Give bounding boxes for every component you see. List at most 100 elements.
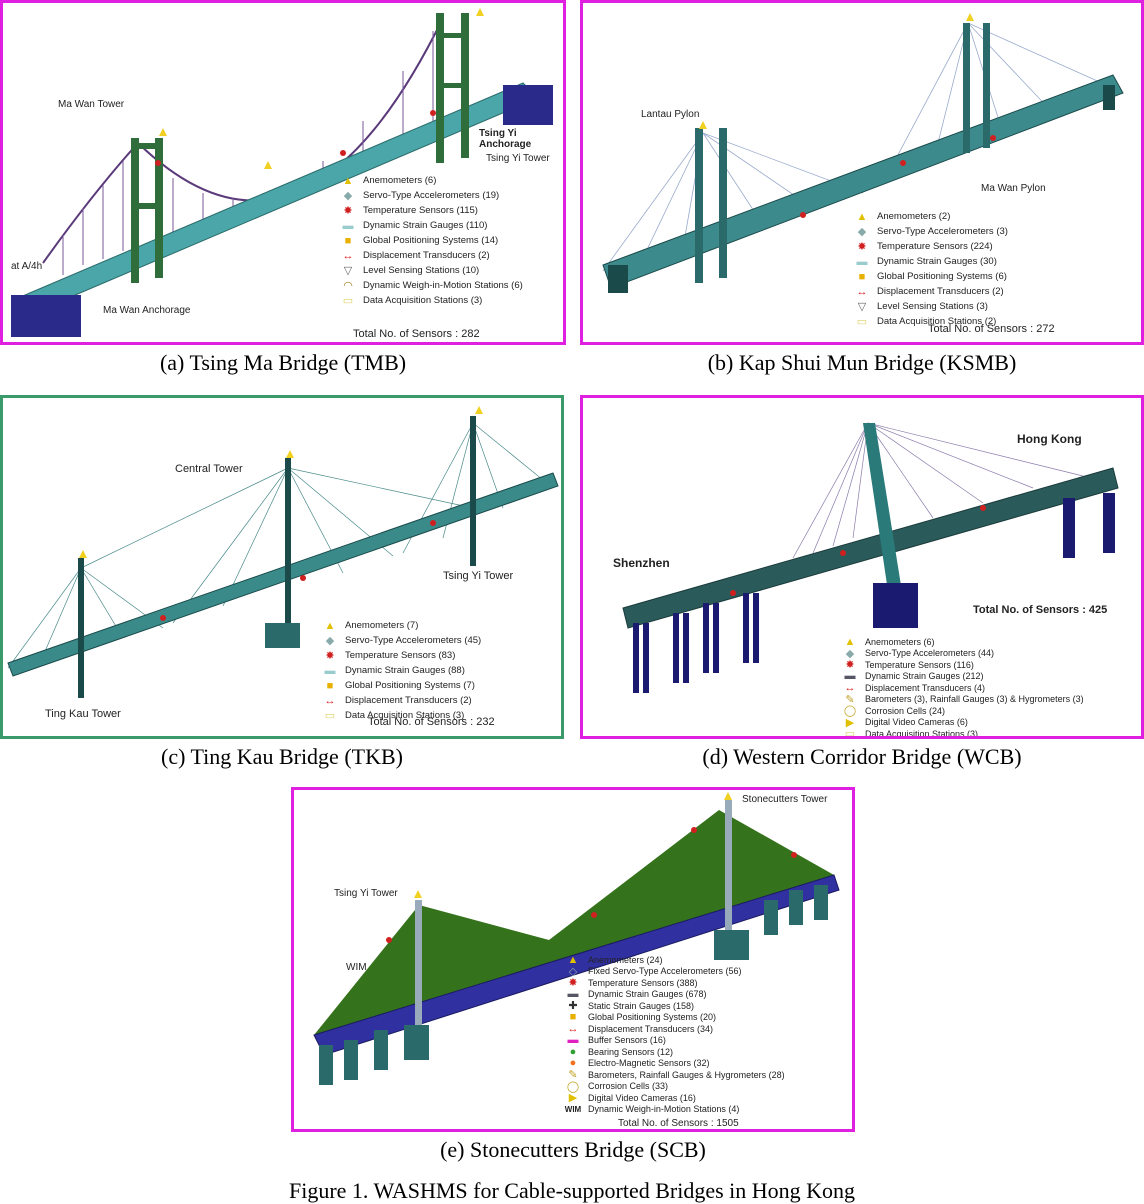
kap-shui-mun-illustration bbox=[602, 13, 1124, 293]
label-left-anchor-tag: at A/4h bbox=[11, 261, 43, 272]
strain-gauge-icon: ▬ bbox=[324, 664, 336, 677]
panel-stonecutters: Stonecutters Tower Tsing Yi Tower WIM ▲ A… bbox=[291, 787, 855, 1132]
label-wim: WIM bbox=[346, 962, 367, 973]
legend-item-wim: WIM Dynamic Weigh-in-Motion Stations (4) bbox=[564, 1104, 740, 1115]
label-ma-wan-tower: Ma Wan Tower bbox=[58, 99, 125, 110]
legend-item-electro-magnetic: ● Electro-Magnetic Sensors (32) bbox=[564, 1057, 785, 1069]
legend-item-temperature: ✸ Temperature Sensors (116) bbox=[841, 659, 1084, 671]
legend-item-displacement: ↔ Displacement Transducers (2) bbox=[321, 693, 481, 708]
caption-e: (e) Stonecutters Bridge (SCB) bbox=[440, 1137, 706, 1162]
gps-icon: ■ bbox=[344, 234, 352, 247]
legend-item-temperature: ✸ Temperature Sensors (388) bbox=[564, 977, 785, 989]
panel-ting-kau: Central Tower Tsing Yi Tower Ting Kau To… bbox=[0, 395, 564, 739]
barometer-icon: ✎ bbox=[568, 1069, 578, 1082]
legend-item-accelerometers: ◆ Servo-Type Accelerometers (44) bbox=[841, 648, 1084, 660]
total-sensors-tmb: Total No. of Sensors : 282 bbox=[353, 328, 480, 340]
legend-item-corrosion: ◯ Corrosion Cells (24) bbox=[841, 705, 1084, 717]
temperature-sensor-icon: ✸ bbox=[845, 659, 855, 672]
label-stonecutters-tower: Stonecutters Tower bbox=[742, 794, 828, 805]
legend-item-displacement: ↔ Displacement Transducers (2) bbox=[339, 248, 523, 263]
total-sensors-wcb: Total No. of Sensors : 425 bbox=[973, 604, 1108, 616]
caption-d: (d) Western Corridor Bridge (WCB) bbox=[702, 744, 1022, 769]
legend-item-barometers: ✎ Barometers, Rainfall Gauges & Hygromete… bbox=[564, 1069, 784, 1082]
strain-gauge-icon: ▬ bbox=[567, 988, 579, 1001]
legend-tkb: ▲ Anemometers (7) ◆ Servo-Type Acceleromet… bbox=[321, 618, 482, 723]
gps-icon: ■ bbox=[569, 1011, 577, 1024]
label-ma-wan-anchorage: Ma Wan Anchorage bbox=[103, 305, 191, 316]
daq-station-icon: ▭ bbox=[324, 710, 336, 722]
daq-station-icon: ▭ bbox=[856, 316, 868, 328]
legend-item-temperature: ✸ Temperature Sensors (83) bbox=[321, 648, 481, 663]
label-lantau-pylon: Lantau Pylon bbox=[641, 109, 700, 120]
legend-item-daq: ▭ Data Acquisition Stations (3) bbox=[321, 708, 481, 723]
legend-scb: ▲ Anemometers (24) ◇ Fixed Servo-Type Acce… bbox=[564, 954, 785, 1115]
gps-icon: ■ bbox=[326, 679, 334, 692]
strain-gauge-icon: ▬ bbox=[342, 219, 354, 232]
legend-item-displacement: ↔ Displacement Transducers (34) bbox=[564, 1023, 785, 1035]
legend-item-anemometers: ▲ Anemometers (2) bbox=[853, 209, 1008, 224]
legend-item-level-sensing: ▽ Level Sensing Stations (3) bbox=[853, 299, 1008, 314]
buffer-sensor-icon: ▬ bbox=[567, 1034, 579, 1047]
anemometer-icon: ▲ bbox=[342, 174, 354, 187]
legend-item-anemometers: ▲ Anemometers (6) bbox=[339, 173, 523, 188]
temperature-sensor-icon: ✸ bbox=[857, 241, 867, 253]
legend-tmb: ▲ Anemometers (6) ◆ Servo-Type Acceleromet… bbox=[339, 173, 523, 308]
accelerometer-icon: ◇ bbox=[568, 965, 578, 978]
legend-item-corrosion: ◯ Corrosion Cells (33) bbox=[564, 1081, 785, 1093]
daq-station-icon: ▭ bbox=[342, 295, 354, 307]
legend-item-displacement: ↔ Displacement Transducers (2) bbox=[853, 284, 1008, 299]
panel-tsing-ma: Ma Wan Tower Tsing Yi Anchorage Tsing Yi… bbox=[0, 0, 566, 345]
anemometer-icon: ▲ bbox=[324, 619, 336, 632]
legend-item-gps: ■ Global Positioning Systems (7) bbox=[321, 678, 481, 693]
temperature-sensor-icon: ✸ bbox=[343, 205, 353, 217]
legend-item-accelerometers: ◆ Servo-Type Accelerometers (3) bbox=[853, 224, 1008, 239]
temperature-sensor-icon: ✸ bbox=[325, 650, 335, 662]
legend-ksmb: ▲ Anemometers (2) ◆ Servo-Type Acceleromet… bbox=[853, 209, 1008, 329]
corrosion-cell-icon: ◯ bbox=[843, 705, 857, 718]
label-ting-kau-tower: Ting Kau Tower bbox=[45, 708, 121, 720]
legend-item-accelerometers: ◆ Servo-Type Accelerometers (45) bbox=[321, 633, 481, 648]
displacement-arrow-icon: ↔ bbox=[856, 285, 868, 298]
level-sensing-icon: ▽ bbox=[857, 301, 867, 313]
label-hong-kong: Hong Kong bbox=[1017, 432, 1082, 446]
legend-item-dynamic-strain: ▬ Dynamic Strain Gauges (678) bbox=[564, 988, 785, 1001]
level-sensing-icon: ▽ bbox=[343, 265, 353, 277]
anemometer-icon: ▲ bbox=[856, 210, 868, 223]
legend-wcb: ▲ Anemometers (6) ◆ Servo-Type Acceleromet… bbox=[841, 636, 1084, 739]
displacement-arrow-icon: ↔ bbox=[324, 694, 336, 707]
accelerometer-icon: ◆ bbox=[325, 635, 335, 647]
legend-item-wim: ◠ Dynamic Weigh-in-Motion Stations (6) bbox=[339, 278, 523, 293]
legend-item-accelerometers: ◇ Fixed Servo-Type Accelerometers (56) bbox=[564, 966, 785, 978]
strain-gauge-icon: ▬ bbox=[856, 255, 868, 268]
legend-item-strain-gauges: ▬ Dynamic Strain Gauges (110) bbox=[339, 218, 523, 233]
legend-item-displacement: ↔ Displacement Transducers (4) bbox=[841, 682, 1084, 694]
total-sensors-tkb: Total No. of Sensors : 232 bbox=[368, 716, 495, 728]
barometer-icon: ✎ bbox=[845, 693, 855, 706]
legend-item-daq: ▭ Data Acquisition Stations (3) bbox=[339, 293, 523, 308]
static-strain-gauge-icon: ✚ bbox=[568, 1000, 578, 1013]
legend-item-daq: ▭ Data Acquisition Stations (2) bbox=[853, 314, 1008, 329]
legend-item-static-strain: ✚ Static Strain Gauges (158) bbox=[564, 1000, 785, 1012]
ting-kau-illustration bbox=[7, 406, 559, 698]
wim-station-icon: ◠ bbox=[343, 280, 353, 292]
label-tsing-yi-tower: Tsing Yi Tower bbox=[334, 888, 398, 899]
legend-item-cameras: ▶ Digital Video Cameras (16) bbox=[564, 1092, 785, 1104]
tsing-ma-illustration bbox=[11, 8, 553, 337]
temperature-sensor-icon: ✸ bbox=[568, 977, 578, 990]
legend-item-anemometers: ▲ Anemometers (6) bbox=[841, 636, 1084, 648]
accelerometer-icon: ◆ bbox=[857, 226, 867, 238]
label-central-tower: Central Tower bbox=[175, 463, 243, 475]
bearing-sensor-icon: ● bbox=[569, 1045, 577, 1058]
video-camera-icon: ▶ bbox=[845, 716, 855, 729]
caption-b: (b) Kap Shui Mun Bridge (KSMB) bbox=[707, 350, 1017, 375]
wim-tag: WIM bbox=[564, 1104, 582, 1114]
panel-kap-shui-mun: Lantau Pylon Ma Wan Pylon ▲ Anemometers (… bbox=[580, 0, 1144, 345]
stonecutters-illustration bbox=[313, 792, 840, 1085]
legend-item-accelerometers: ◆ Servo-Type Accelerometers (19) bbox=[339, 188, 523, 203]
total-sensors-ksmb: Total No. of Sensors : 272 bbox=[928, 323, 1055, 335]
gps-icon: ■ bbox=[858, 270, 866, 283]
daq-station-icon: ▭ bbox=[844, 728, 856, 739]
legend-item-gps: ■ Global Positioning Systems (20) bbox=[564, 1011, 785, 1024]
displacement-arrow-icon: ↔ bbox=[567, 1022, 579, 1035]
accelerometer-icon: ◆ bbox=[845, 647, 855, 660]
